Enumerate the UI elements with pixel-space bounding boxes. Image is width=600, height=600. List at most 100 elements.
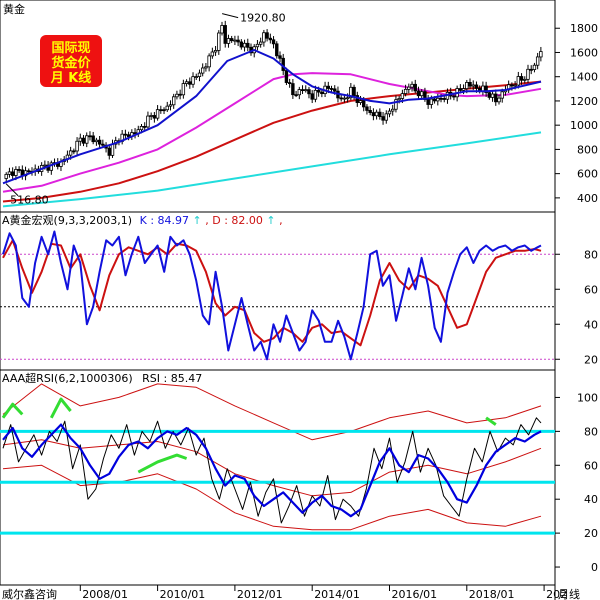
candle-body [400,93,405,99]
candle-body [535,56,540,66]
candle-body [500,91,504,99]
candle-body [362,100,366,108]
candle-body [490,93,495,98]
candle-body [342,97,347,100]
kdj-y-tick-label: 60 [584,283,598,296]
candle-body [358,100,363,103]
kdj-d-sep0: , [205,214,212,227]
price-y-tick-label: 1000 [570,119,598,132]
candle-body [320,91,324,95]
candle-body [497,97,501,103]
candle-body [78,137,82,142]
candle-body [339,97,343,100]
candle-body [436,97,440,102]
candle-body [210,51,215,57]
price-y-tick-label: 800 [577,143,598,156]
kdj-d-sep: : [224,214,231,227]
candle-body [413,83,417,92]
candle-body [461,88,466,91]
peak-label: 1920.80 [240,12,286,25]
candle-body [426,99,430,105]
candle-body [226,38,231,44]
candle-body [432,98,437,102]
candle-body [307,89,311,95]
svg-text:AAA超RSI(6,2,1000306) RSI: AAA超RSI(6,2,1000306) RSI : 85.47 [2,371,202,385]
candle-body [149,115,153,117]
candle-body [316,89,321,93]
candle-body [168,104,173,107]
kdj-d-arrow: ↑ [266,214,275,227]
rsi-y-tick-label: 40 [584,493,598,506]
candle-body [242,42,247,48]
x-tick-label: 2016/01 [391,588,437,600]
candle-body [194,76,198,78]
candle-body [378,111,382,117]
candle-body [529,68,533,71]
price-y-tick-label: 1600 [570,46,598,59]
candle-body [236,39,240,43]
candle-body [81,137,86,144]
candle-body [88,135,92,138]
x-tick-label: 2010/01 [160,588,206,600]
candle-body [416,90,421,97]
kdj-end: , [279,214,283,227]
candle-body [510,84,514,87]
badge-background [40,35,102,87]
candle-body [68,150,73,156]
candle-body [91,135,95,143]
candle-body [159,109,163,112]
price-panel: 1920.80 516.80 [2,12,543,208]
candle-body [181,83,186,96]
candle-body [532,64,537,70]
kdj-k-arrow: ↑ [193,214,202,227]
candle-body [387,110,392,115]
kdj-d-name: D [212,214,220,227]
candle-body [107,147,111,156]
candle-body [368,110,372,113]
candle-body [97,139,102,145]
candle-body [297,89,302,96]
ma-blue-line [2,49,542,185]
rsi-band-upper [2,383,542,441]
badge-line-3: 月 K线 [50,70,92,86]
candle-body [291,83,295,96]
candle-body [275,43,279,57]
candle-body [513,84,517,87]
candle-body [429,98,434,105]
candle-body [4,173,8,179]
candle-body [391,108,395,112]
candle-body [146,115,150,128]
candle-body [407,86,411,90]
candle-body [72,150,76,153]
candle-body [365,106,369,111]
rsi-y-tick-label: 60 [584,459,598,472]
kdj-y-tick-label: 40 [584,318,598,331]
candle-body [204,66,208,69]
candle-body [381,116,385,121]
low-leader [5,183,19,197]
candle-body [197,72,202,77]
candle-body [410,83,414,88]
candle-body [394,99,398,110]
candle-body [152,115,157,119]
candle-body [255,43,260,48]
kdj-k-sep: : [150,214,157,227]
candle-body [352,86,356,96]
candle-body [165,105,169,111]
kdj-d-value: 82.00 [231,214,263,227]
x-tick-label: 2014/01 [314,588,360,600]
rsi-sep: : [164,372,171,385]
candle-body [471,84,475,87]
kdj-panel [0,230,555,361]
candle-body [516,76,521,86]
candle-body [458,88,463,91]
kdj-header: A黄金宏观(9,3,3,2003,1) K : 84.97 ↑ , D : 82… [2,213,283,227]
low-label: 516.80 [10,194,49,207]
y-axes: 4006008001000120014001600180020406080020… [555,22,598,574]
candle-body [442,98,446,100]
rsi-highlight [485,416,497,426]
candle-body [10,171,15,176]
candle-body [7,171,12,175]
candle-body [191,76,195,85]
candle-body [374,111,379,117]
